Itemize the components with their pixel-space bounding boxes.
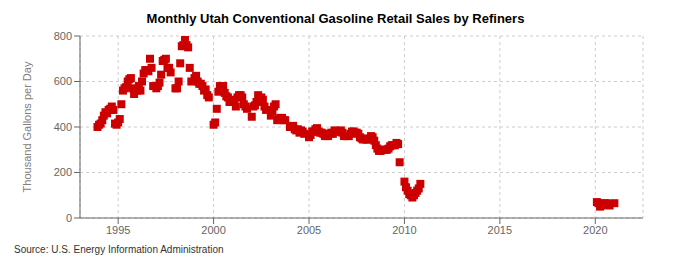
svg-text:800: 800 — [54, 30, 72, 42]
svg-text:2005: 2005 — [297, 224, 321, 236]
svg-text:2020: 2020 — [583, 224, 607, 236]
svg-text:2015: 2015 — [488, 224, 512, 236]
svg-text:1995: 1995 — [106, 224, 130, 236]
svg-text:2010: 2010 — [392, 224, 416, 236]
svg-text:200: 200 — [54, 166, 72, 178]
svg-text:2000: 2000 — [201, 224, 225, 236]
html-text:Source: U.S. Energy Informatio: Source: U.S. Energy Information Administ… — [14, 244, 224, 255]
svg-text:600: 600 — [54, 75, 72, 87]
html-text:Monthly Utah Conventional Gaso: Monthly Utah Conventional Gasoline Retai… — [146, 11, 525, 26]
svg-text:Thousand Gallons per Day: Thousand Gallons per Day — [21, 61, 33, 192]
svg-text:0: 0 — [66, 212, 72, 224]
svg-text:400: 400 — [54, 121, 72, 133]
